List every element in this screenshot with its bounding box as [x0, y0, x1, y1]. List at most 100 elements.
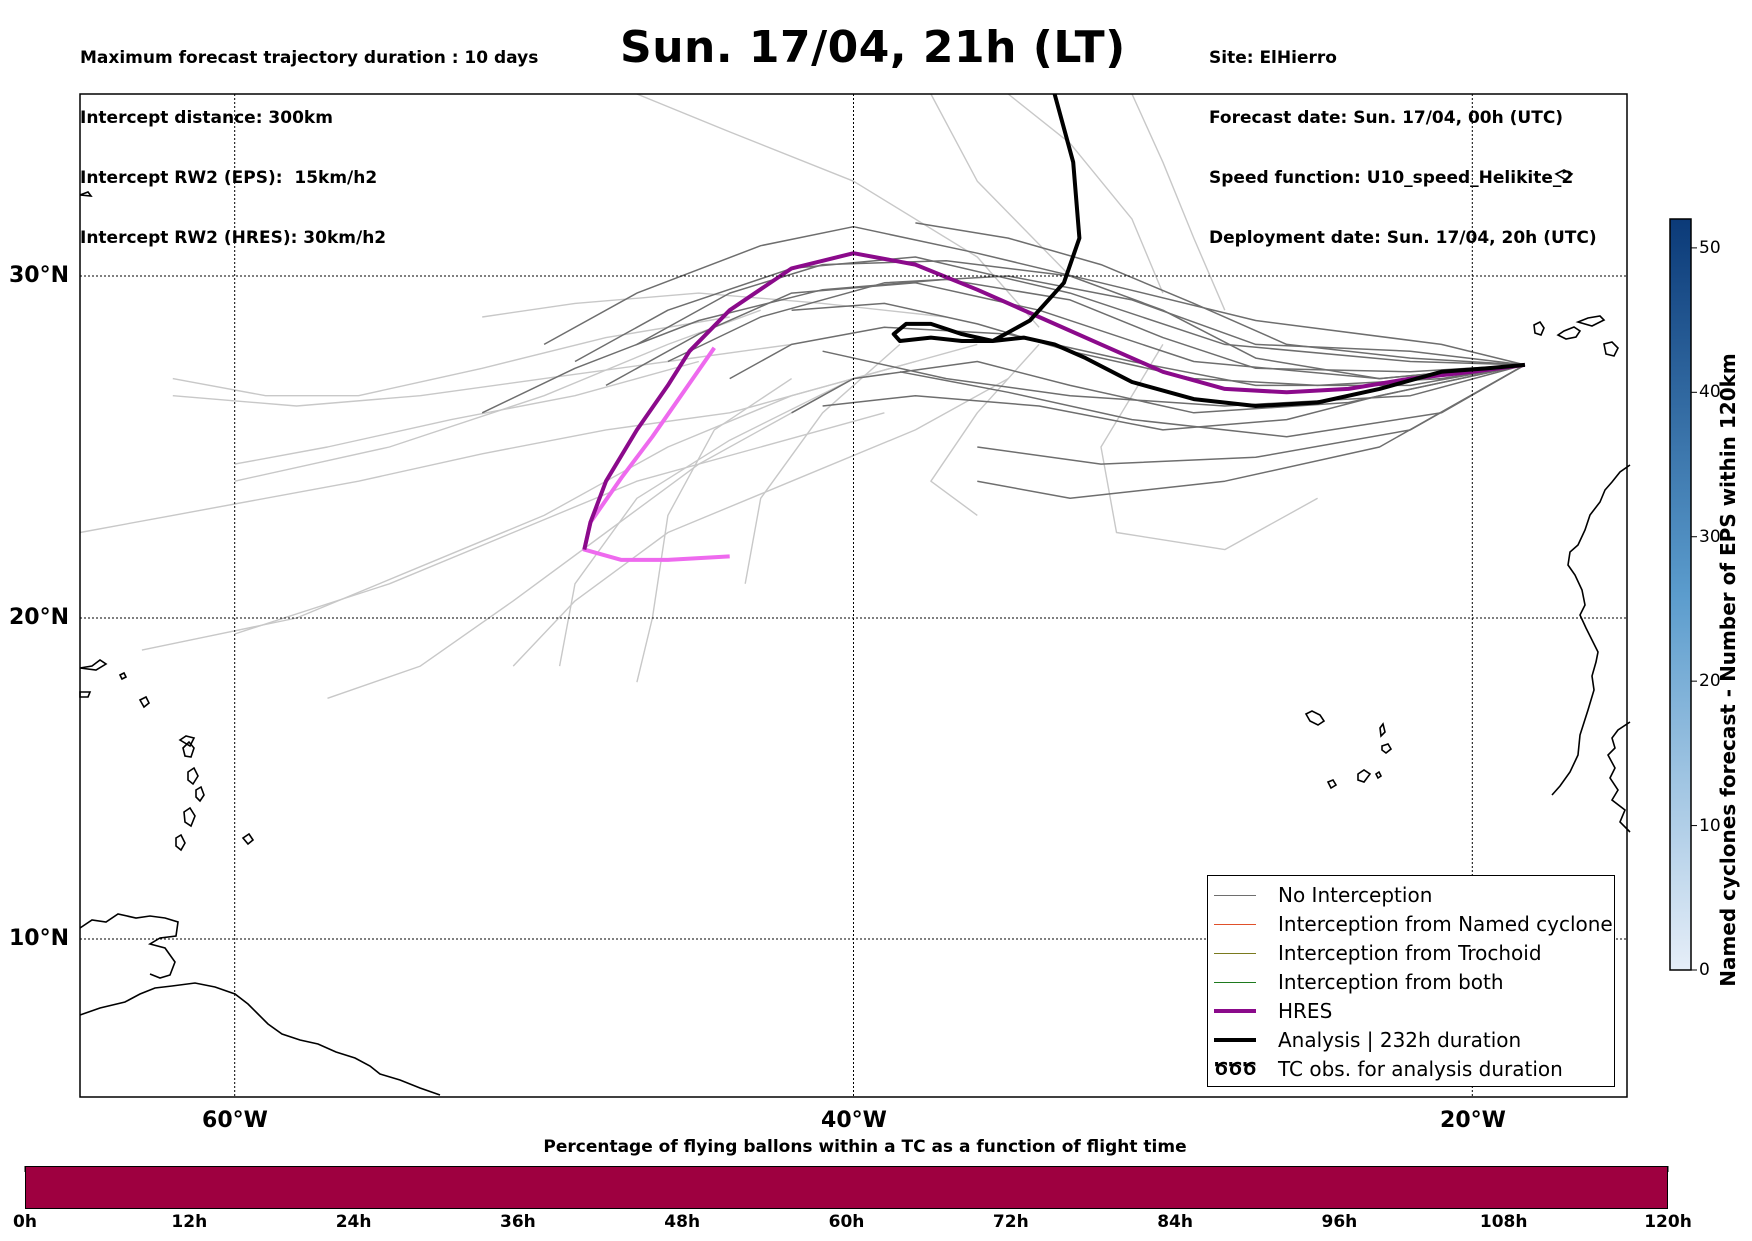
island	[195, 785, 205, 803]
vbar-tick-label: 50	[1699, 238, 1721, 258]
header-info-left: Maximum forecast trajectory duration : 1…	[80, 8, 538, 268]
eps-trajectory	[558, 343, 978, 667]
lat-label-10: 10°N	[9, 926, 70, 951]
eps-trajectory	[234, 309, 761, 482]
island	[178, 735, 196, 748]
vbar-tick-label: 10	[1699, 816, 1721, 836]
eps-trajectory	[744, 343, 901, 584]
eps-trajectory	[822, 350, 1526, 407]
info-line: Intercept RW2 (EPS): 15km/h2	[80, 168, 378, 188]
legend-swatch	[1214, 981, 1256, 983]
island	[1379, 722, 1386, 738]
island	[175, 833, 186, 852]
map-frame	[79, 93, 1628, 1098]
coastline-africa-tip	[1607, 721, 1631, 833]
eps-trajectory	[234, 412, 885, 635]
vbar-tick-label: 0	[1699, 960, 1710, 980]
island	[1304, 710, 1326, 726]
lat-label-20: 20°N	[9, 605, 70, 630]
coastline-south-america	[79, 982, 441, 1096]
eps-trajectory	[636, 260, 1525, 380]
hbar-tick-label: 120h	[1644, 1212, 1692, 1232]
info-line: Forecast date: Sun. 17/04, 00h (UTC)	[1209, 108, 1564, 128]
map-legend: No Interception Interception from Named …	[1207, 875, 1615, 1087]
eps-trajectory	[1100, 344, 1318, 551]
eps-trajectory	[636, 378, 792, 683]
legend-label: No Interception	[1278, 883, 1433, 907]
hbar-tick-label: 0h	[13, 1212, 37, 1232]
tc-obs-symbol-icon: ԾԾԾ	[1214, 1058, 1257, 1080]
eps-trajectories-far	[79, 93, 1318, 699]
eps-trajectory	[930, 343, 1040, 516]
legend-swatch	[1214, 894, 1256, 896]
island	[79, 691, 92, 698]
eps-trajectory	[636, 93, 1040, 328]
analysis-track	[891, 93, 1526, 408]
legend-label: TC obs. for analysis duration	[1278, 1057, 1563, 1081]
eps-trajectory	[512, 377, 1009, 667]
eps-trajectory	[667, 275, 1525, 366]
lon-label-60w: 60°W	[202, 1108, 268, 1133]
eps-trajectory	[1131, 93, 1226, 311]
eps-trajectory	[79, 377, 854, 534]
vertical-colorbar-ticks	[1691, 247, 1697, 971]
legend-item: HRES	[1214, 998, 1332, 1024]
island	[187, 766, 199, 786]
eps-trajectory	[1007, 93, 1164, 294]
coastline-africa	[1551, 464, 1631, 796]
island	[118, 671, 128, 681]
lat-label-30: 30°N	[9, 263, 70, 288]
info-line: Speed function: U10_speed_Helikite_2	[1209, 168, 1574, 188]
info-line: Site: ElHierro	[1209, 48, 1337, 68]
island	[138, 695, 151, 709]
eps-trajectory	[482, 292, 947, 318]
eps-trajectory	[822, 364, 1526, 431]
info-line: Deployment date: Sun. 17/04, 20h (UTC)	[1209, 228, 1597, 248]
eps-trajectory	[543, 225, 1526, 366]
hbar-tick-label: 60h	[828, 1212, 865, 1232]
lon-label-20w: 20°W	[1440, 1108, 1506, 1133]
legend-label: Interception from both	[1278, 970, 1504, 994]
legend-item: No Interception	[1214, 882, 1432, 908]
horizontal-colorbar-title: Percentage of flying ballons within a TC…	[543, 1137, 1187, 1157]
lon-label-40w: 40°W	[821, 1108, 887, 1133]
legend-label: HRES	[1278, 999, 1333, 1023]
island	[182, 740, 195, 758]
info-line: Maximum forecast trajectory duration : 1…	[80, 48, 539, 68]
island	[1326, 779, 1338, 790]
island	[1374, 770, 1383, 780]
eps-trajectory	[915, 222, 1525, 366]
island	[79, 659, 108, 671]
island	[1556, 326, 1582, 340]
eps-trajectories-near	[481, 222, 1526, 500]
island	[1357, 769, 1372, 783]
eps-trajectory	[172, 343, 792, 407]
vbar-tick-label: 30	[1699, 527, 1721, 547]
horizontal-colorbar	[25, 1166, 1668, 1209]
legend-swatch	[1214, 952, 1256, 954]
info-line: Intercept RW2 (HRES): 30km/h2	[80, 228, 387, 248]
legend-item: ԾԾԾ TC obs. for analysis duration	[1214, 1056, 1563, 1082]
legend-item: Analysis | 232h duration	[1214, 1027, 1521, 1053]
hbar-tick-label: 84h	[1157, 1212, 1193, 1232]
vertical-colorbar-label: Named cyclones forecast - Number of EPS …	[1716, 353, 1740, 987]
eps-trajectory	[172, 316, 730, 397]
legend-item: Interception from Trochoid	[1214, 940, 1542, 966]
island	[1603, 341, 1619, 357]
eps-trajectory	[234, 360, 699, 465]
hbar-tick-label: 96h	[1321, 1212, 1358, 1232]
coastline-caribbean	[79, 913, 179, 979]
coastlines	[79, 169, 1631, 1096]
eps-trajectory	[327, 395, 823, 699]
hres-track	[582, 251, 1526, 551]
eps-trajectory	[574, 256, 1525, 366]
info-line: Intercept distance: 300km	[80, 108, 333, 128]
eps-trajectory	[977, 364, 1526, 500]
eps-trajectory	[930, 93, 1071, 277]
hbar-tick-label: 48h	[664, 1212, 701, 1232]
vbar-tick-label: 40	[1699, 382, 1721, 402]
island	[1381, 743, 1393, 755]
hbar-tick-label: 72h	[992, 1212, 1029, 1232]
hbar-tick-label: 108h	[1479, 1212, 1528, 1232]
